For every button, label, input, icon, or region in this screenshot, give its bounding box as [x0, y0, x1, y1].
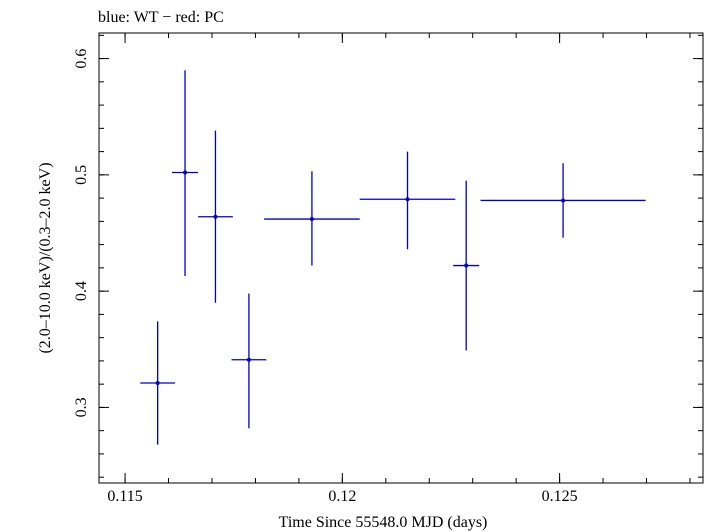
data-point [140, 321, 176, 445]
data-marker [309, 217, 314, 222]
data-point [264, 171, 360, 266]
plot-frame [98, 32, 704, 484]
data-marker [246, 357, 251, 362]
data-marker [183, 170, 188, 175]
data-point [453, 180, 480, 351]
y-axis-label: (2.0–10.0 keV)/(0.3–2.0 keV) [37, 162, 54, 353]
data-point [231, 293, 267, 429]
data-point [480, 163, 646, 238]
data-point [198, 130, 233, 303]
data-marker [464, 263, 469, 268]
data-marker [155, 381, 160, 385]
chart-title: blue: WT − red: PC [98, 9, 224, 26]
data-point [172, 70, 199, 277]
x-tick-label: 0.125 [542, 488, 578, 505]
data-marker [213, 214, 218, 219]
x-axis-label: Time Since 55548.0 MJD (days) [279, 514, 488, 531]
y-tick-label: 0.3 [73, 397, 90, 417]
x-tick-label: 0.115 [107, 488, 142, 505]
y-tick-label: 0.5 [73, 165, 90, 185]
axis-tick-labels: 0.115 0.12 0.125 0.3 0.4 0.5 0.6 [73, 49, 578, 505]
y-tick-label: 0.4 [73, 281, 90, 301]
data-marker [561, 198, 566, 203]
axis-ticks [99, 33, 703, 483]
x-tick-label: 0.12 [328, 488, 356, 505]
data-marker [405, 197, 410, 202]
data-point [359, 151, 456, 250]
y-tick-label: 0.6 [73, 49, 90, 69]
data-points [140, 70, 646, 445]
